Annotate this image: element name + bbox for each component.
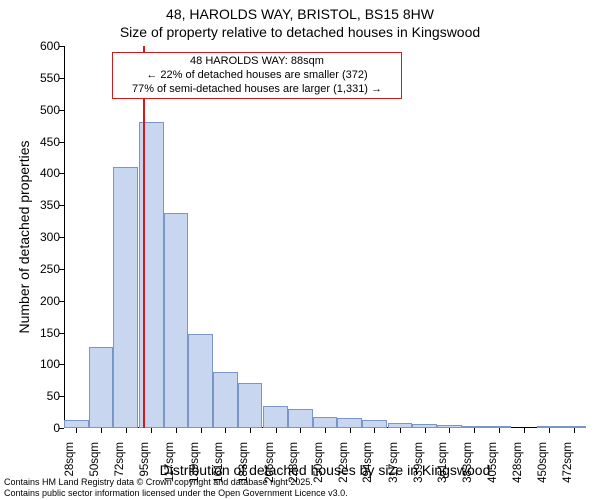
x-tick-label: 183sqm: [238, 442, 250, 492]
y-tick-label: 350: [4, 198, 60, 212]
y-tick-label: 300: [4, 230, 60, 244]
y-tick-label: 600: [4, 39, 60, 53]
histogram-bar: [362, 420, 387, 428]
x-tick-label: 50sqm: [89, 442, 101, 492]
y-axis-line: [64, 46, 65, 428]
x-tick-label: 428sqm: [512, 442, 524, 492]
x-tick-label: 117sqm: [164, 442, 176, 492]
x-tick-label: 361sqm: [437, 442, 449, 492]
histogram-bar: [64, 420, 89, 428]
annotation-line: 77% of semi-detached houses are larger (…: [119, 83, 395, 97]
y-tick-label: 250: [4, 262, 60, 276]
y-tick-label: 200: [4, 294, 60, 308]
histogram-bar: [263, 406, 288, 428]
x-tick-label: 161sqm: [213, 442, 225, 492]
y-tick-label: 100: [4, 357, 60, 371]
plot-area: 48 HAROLDS WAY: 88sqm← 22% of detached h…: [64, 46, 586, 428]
x-tick: [225, 428, 226, 433]
x-tick: [76, 428, 77, 433]
histogram-bar: [238, 383, 263, 428]
x-tick-label: 95sqm: [139, 442, 151, 492]
x-tick: [325, 428, 326, 433]
x-tick-label: 28sqm: [64, 442, 76, 492]
x-tick-label: 294sqm: [362, 442, 374, 492]
y-tick-label: 400: [4, 166, 60, 180]
x-tick-label: 139sqm: [189, 442, 201, 492]
y-tick-label: 450: [4, 135, 60, 149]
histogram-bar: [313, 417, 338, 428]
histogram-bar: [164, 213, 189, 428]
x-tick: [201, 428, 202, 433]
x-tick: [425, 428, 426, 433]
x-tick-label: 272sqm: [338, 442, 350, 492]
x-tick: [400, 428, 401, 433]
x-tick: [374, 428, 375, 433]
histogram-bar: [188, 334, 213, 428]
y-tick-label: 550: [4, 71, 60, 85]
x-tick-label: 228sqm: [288, 442, 300, 492]
x-tick-label: 472sqm: [562, 442, 574, 492]
x-tick-label: 250sqm: [313, 442, 325, 492]
x-tick: [101, 428, 102, 433]
x-tick: [449, 428, 450, 433]
x-tick: [350, 428, 351, 433]
annotation-line: ← 22% of detached houses are smaller (37…: [119, 69, 395, 83]
x-tick: [300, 428, 301, 433]
y-tick-label: 50: [4, 389, 60, 403]
reference-line: [143, 46, 145, 428]
x-tick: [524, 428, 525, 433]
chart-container: 48, HAROLDS WAY, BRISTOL, BS15 8HW Size …: [0, 0, 600, 500]
x-tick: [250, 428, 251, 433]
chart-title-line2: Size of property relative to detached ho…: [0, 24, 600, 40]
histogram-bar: [113, 167, 138, 428]
x-tick: [126, 428, 127, 433]
x-tick: [176, 428, 177, 433]
x-tick: [549, 428, 550, 433]
x-tick-label: 72sqm: [114, 442, 126, 492]
x-tick: [499, 428, 500, 433]
histogram-bar: [89, 347, 114, 428]
x-tick-label: 405sqm: [487, 442, 499, 492]
chart-title-line1: 48, HAROLDS WAY, BRISTOL, BS15 8HW: [0, 6, 600, 22]
x-tick: [474, 428, 475, 433]
annotation-line: 48 HAROLDS WAY: 88sqm: [119, 55, 395, 69]
y-tick-label: 0: [4, 421, 60, 435]
x-tick-label: 317sqm: [388, 442, 400, 492]
x-tick-label: 206sqm: [264, 442, 276, 492]
x-tick: [574, 428, 575, 433]
histogram-bar: [337, 418, 362, 428]
y-tick-label: 500: [4, 103, 60, 117]
histogram-bar: [288, 409, 313, 428]
x-tick-label: 383sqm: [462, 442, 474, 492]
x-tick: [276, 428, 277, 433]
x-tick-label: 450sqm: [537, 442, 549, 492]
annotation-box: 48 HAROLDS WAY: 88sqm← 22% of detached h…: [112, 52, 402, 99]
y-tick-label: 150: [4, 326, 60, 340]
histogram-bar: [213, 372, 238, 428]
x-tick-label: 339sqm: [413, 442, 425, 492]
x-tick: [151, 428, 152, 433]
